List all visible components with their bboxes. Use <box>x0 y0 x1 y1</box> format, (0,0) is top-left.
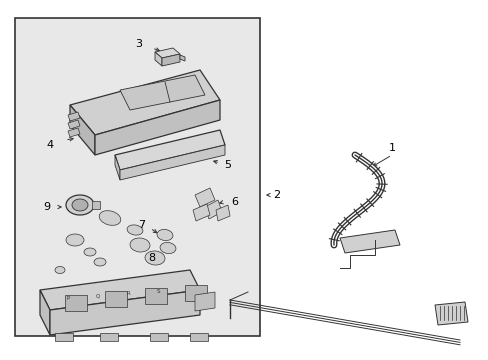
Text: 2: 2 <box>273 190 280 200</box>
Ellipse shape <box>130 238 150 252</box>
Polygon shape <box>68 112 80 121</box>
Ellipse shape <box>66 195 94 215</box>
Ellipse shape <box>84 248 96 256</box>
Bar <box>92 201 100 209</box>
Text: P: P <box>66 296 69 301</box>
Polygon shape <box>68 120 80 129</box>
Bar <box>145 288 167 304</box>
Polygon shape <box>193 204 209 221</box>
Ellipse shape <box>99 211 121 225</box>
Ellipse shape <box>55 266 65 274</box>
Polygon shape <box>180 55 184 61</box>
Text: 1: 1 <box>387 143 395 153</box>
Polygon shape <box>40 270 200 310</box>
Polygon shape <box>95 100 220 155</box>
Polygon shape <box>68 128 80 137</box>
Polygon shape <box>216 205 229 221</box>
Text: 6: 6 <box>231 197 238 207</box>
Ellipse shape <box>157 229 173 240</box>
Text: 3: 3 <box>135 39 142 49</box>
Polygon shape <box>339 230 399 253</box>
Polygon shape <box>115 130 224 170</box>
Text: 8: 8 <box>148 253 155 263</box>
Bar <box>105 291 127 307</box>
Ellipse shape <box>94 258 106 266</box>
Polygon shape <box>120 145 224 180</box>
Ellipse shape <box>145 251 164 265</box>
Polygon shape <box>162 54 180 66</box>
Polygon shape <box>50 290 200 335</box>
Polygon shape <box>155 52 162 66</box>
Polygon shape <box>120 75 204 110</box>
Bar <box>190 333 207 341</box>
Text: Q: Q <box>96 293 100 298</box>
Bar <box>55 333 73 341</box>
Polygon shape <box>70 70 220 135</box>
Polygon shape <box>195 292 215 311</box>
Bar <box>65 295 87 311</box>
Polygon shape <box>434 302 467 325</box>
Bar <box>150 333 168 341</box>
Polygon shape <box>155 48 180 58</box>
Bar <box>184 285 206 301</box>
Polygon shape <box>195 188 215 207</box>
Ellipse shape <box>72 199 88 211</box>
Polygon shape <box>40 290 50 335</box>
Text: R: R <box>126 291 130 296</box>
Polygon shape <box>204 200 222 219</box>
Polygon shape <box>70 105 95 155</box>
Polygon shape <box>115 155 120 180</box>
Ellipse shape <box>127 225 142 235</box>
Ellipse shape <box>160 242 176 253</box>
Text: 4: 4 <box>46 140 54 150</box>
Text: 5: 5 <box>224 160 231 170</box>
Ellipse shape <box>66 234 84 246</box>
Text: 9: 9 <box>43 202 50 212</box>
Bar <box>15 18 260 336</box>
Text: S: S <box>156 289 160 294</box>
Bar <box>100 333 118 341</box>
Text: 7: 7 <box>138 220 145 230</box>
